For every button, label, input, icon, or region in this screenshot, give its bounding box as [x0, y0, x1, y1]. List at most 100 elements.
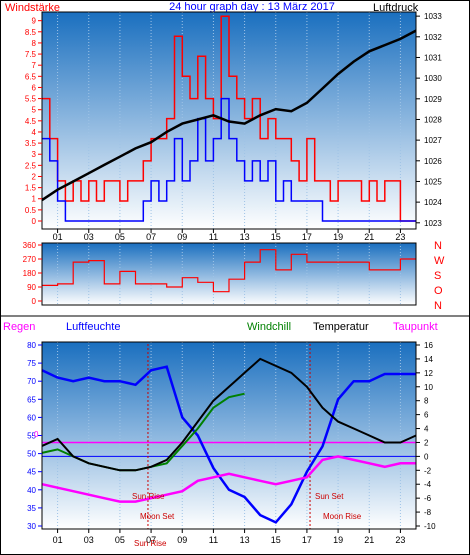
- x-tick-label-19: 19: [333, 535, 343, 545]
- x-tick-label-09: 09: [177, 232, 187, 242]
- temperature-axis: 16 14 12 10 8 6 4 2 0 -2 -4 -6 -8 -10: [416, 341, 436, 531]
- x-tick-label-17: 17: [302, 232, 312, 242]
- wind-axis-label-0: 0: [32, 217, 37, 226]
- temperature-axis-label-14: 14: [424, 355, 433, 364]
- humidity-axis-label-55: 55: [27, 432, 36, 441]
- x-tick-label-13: 13: [240, 535, 250, 545]
- temperature-axis-label--10: -10: [424, 522, 436, 531]
- humidity-axis-label-30: 30: [27, 522, 36, 531]
- x-tick-label-01: 01: [53, 232, 63, 242]
- humidity-axis-label-70: 70: [27, 377, 36, 386]
- wind-axis-label-1: 1: [32, 195, 37, 204]
- pressure-axis-label-1023: 1023: [424, 219, 442, 228]
- wind-series-line: [42, 97, 416, 222]
- panel-wind-series: [41, 15, 417, 222]
- pressure-axis-label-1029: 1029: [424, 95, 442, 104]
- pressure-axis-label-1028: 1028: [424, 115, 442, 124]
- panel-direction-series: [42, 249, 416, 293]
- x-tick-label-11: 11: [209, 535, 218, 545]
- temperature-axis-label--8: -8: [424, 508, 432, 517]
- humidity-axis-label-65: 65: [27, 395, 36, 404]
- x-tick-label-17: 17: [302, 535, 312, 545]
- wind-axis-label-5: 5: [32, 106, 37, 115]
- wind-axis-label-9: 9: [32, 17, 37, 26]
- wind-axis-label-4.5: 4.5: [25, 117, 37, 126]
- graph-day-title: 24 hour graph day : 13 März 2017: [169, 1, 335, 13]
- wind-axis-label-6: 6: [32, 83, 37, 92]
- direction-axis-label-90: 90: [27, 283, 36, 292]
- humidity-axis-label-40: 40: [27, 486, 36, 495]
- x-tick-label-09: 09: [177, 535, 187, 545]
- humidity-series-line: [41, 365, 416, 524]
- panel-temp-marks: [42, 344, 416, 529]
- pressure-axis-label-1026: 1026: [424, 157, 442, 166]
- wind-pressure-chart: 0 0.5 1 1.5 2 2.5 3 3.5 4 4.5 5 5.5 6 6.5 7 7.5 8 8.5 9 10…: [25, 11, 442, 242]
- wind-axis-label-7.5: 7.5: [25, 50, 37, 59]
- panel-direction-frame: [41, 242, 417, 306]
- temperature-series-line: [41, 357, 417, 472]
- x-tick-label-11: 11: [209, 232, 218, 242]
- direction-series-line: [42, 249, 416, 293]
- wind-axis-label-2: 2: [32, 172, 37, 181]
- humidity-axis: 80 75 70 65 60 55 50 45 40 35 30: [27, 341, 42, 531]
- direction-axis-label-0: 0: [32, 297, 37, 306]
- panel-temp-x-axis: 01 03 05 07 09 11 13 15 17 19 21 23: [53, 529, 405, 545]
- moon-rise-label: Moon Rise: [323, 512, 362, 521]
- x-tick-label-01: 01: [53, 535, 63, 545]
- humidity-axis-label-75: 75: [27, 359, 36, 368]
- x-tick-label-05: 05: [115, 535, 125, 545]
- pressure-axis-label-1030: 1030: [424, 74, 442, 83]
- x-tick-label-05: 05: [115, 232, 125, 242]
- x-tick-label-21: 21: [364, 535, 374, 545]
- legend-luftfeuchte: Luftfeuchte: [66, 321, 120, 333]
- temperature-axis-label-16: 16: [424, 341, 433, 350]
- wind-axis-label-5.5: 5.5: [25, 95, 37, 104]
- gust-series-line: [42, 15, 416, 222]
- compass-label-2: S: [434, 270, 441, 282]
- x-tick-label-21: 21: [364, 232, 374, 242]
- sun-set-label: Sun Set: [315, 492, 344, 501]
- wind-axis-label-3: 3: [32, 150, 37, 159]
- wind-axis-label-0.5: 0.5: [25, 206, 37, 215]
- legend-regen: Regen: [3, 321, 35, 333]
- temperature-axis-label-2: 2: [424, 438, 429, 447]
- x-tick-label-19: 19: [333, 232, 343, 242]
- panel-wind-x-axis: 01 03 05 07 09 11 13 15 17 19 21 23: [53, 229, 405, 242]
- compass-label-1: W: [434, 255, 445, 267]
- temperature-humidity-chart: 80 75 70 65 60 55 50 45 40 35 30 16 14 12 10 8 6 4 2 0 -2 -4…: [27, 341, 436, 548]
- pressure-axis-label-1027: 1027: [424, 136, 442, 145]
- wind-axis-label-2.5: 2.5: [25, 161, 37, 170]
- temperature-axis-label-10: 10: [424, 383, 433, 392]
- pressure-axis-label-1031: 1031: [424, 53, 442, 62]
- compass-label-0: N: [434, 240, 442, 252]
- temperature-axis-label-6: 6: [424, 411, 429, 420]
- pressure-axis: 1033 1032 1031 1030 1029 1028 1027 1026 1025 1024…: [416, 12, 442, 228]
- pressure-axis-label-1024: 1024: [424, 198, 442, 207]
- sun-rise-label: Sun Rise: [132, 492, 165, 501]
- compass-label-3: O: [434, 285, 443, 297]
- temperature-axis-label-0: 0: [424, 452, 429, 461]
- panel-temp-bg: [42, 342, 416, 529]
- humidity-axis-label-45: 45: [27, 468, 36, 477]
- x-tick-label-15: 15: [271, 232, 281, 242]
- x-tick-label-03: 03: [84, 232, 94, 242]
- humidity-axis-label-35: 35: [27, 504, 36, 513]
- temperature-axis-label--2: -2: [424, 466, 432, 475]
- legend-temperatur: Temperatur: [313, 321, 369, 333]
- direction-axis-label-360: 360: [23, 241, 37, 250]
- pressure-axis-label-1025: 1025: [424, 177, 442, 186]
- legend-taupunkt: Taupunkt: [393, 321, 438, 333]
- direction-axis-label-270: 270: [23, 255, 37, 264]
- pressure-series-line: [41, 29, 417, 202]
- humidity-axis-label-50: 50: [27, 450, 36, 459]
- wind-axis-label-1.5: 1.5: [25, 184, 37, 193]
- x-tick-label-15: 15: [271, 535, 281, 545]
- wind-axis-label-8: 8: [32, 39, 37, 48]
- wind-speed-axis: 0 0.5 1 1.5 2 2.5 3 3.5 4 4.5 5 5.5 6 6.5 7 7.5 8 8.5 9: [25, 17, 42, 226]
- wind-axis-label-8.5: 8.5: [25, 28, 37, 37]
- temperature-axis-label-8: 8: [424, 397, 429, 406]
- x-tick-label-13: 13: [240, 232, 250, 242]
- x-tick-label-07: 07: [146, 232, 156, 242]
